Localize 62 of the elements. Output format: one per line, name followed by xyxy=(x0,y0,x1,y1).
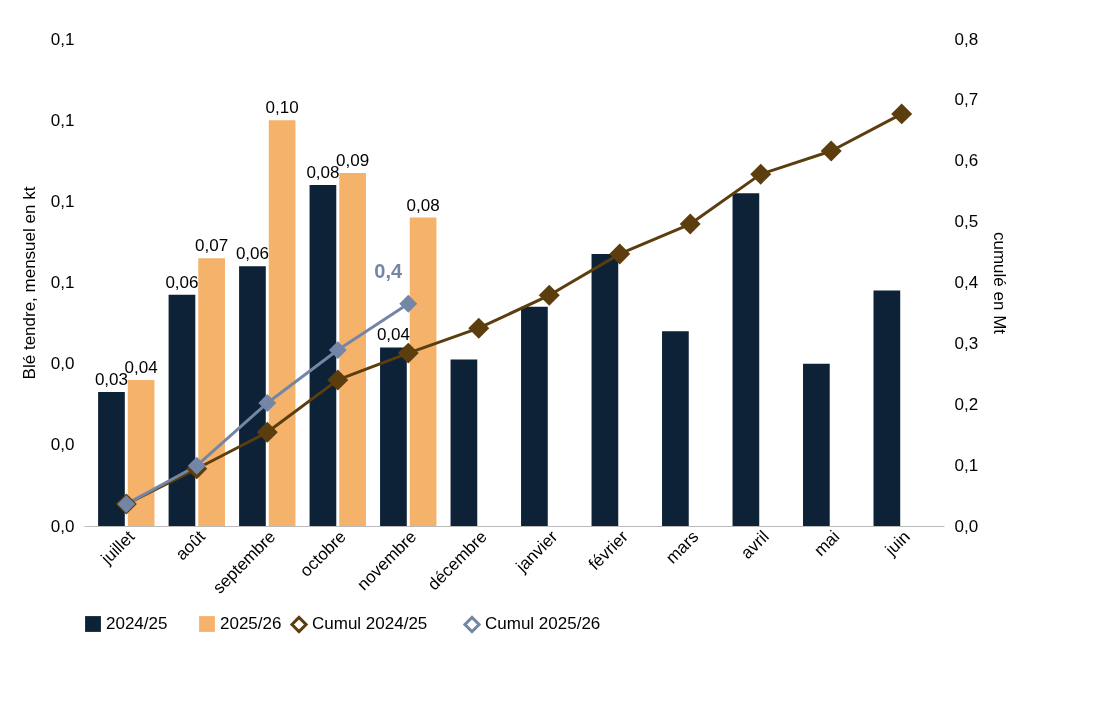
data-label: 0,4 xyxy=(374,259,404,282)
point xyxy=(750,163,772,185)
bar xyxy=(239,266,266,526)
point xyxy=(258,394,277,412)
y-tick-label: 0,0 xyxy=(50,435,75,455)
y2-tick-label: 0,8 xyxy=(954,29,979,49)
legend-label: Cumul 2025/26 xyxy=(485,614,601,634)
bar xyxy=(803,363,830,526)
bar xyxy=(591,254,619,526)
x-tick-label: juin xyxy=(880,527,914,560)
point xyxy=(399,294,418,313)
data-label: 0,10 xyxy=(265,98,299,118)
bar xyxy=(380,347,407,526)
y-tick-label: 0,1 xyxy=(50,191,75,211)
y2-tick-label: 0,4 xyxy=(954,273,979,292)
y2-axis-title: cumulé en Mt xyxy=(990,231,1010,335)
data-label: 0,07 xyxy=(195,236,229,256)
point xyxy=(609,243,631,265)
legend-label: 2024/25 xyxy=(106,614,168,633)
bar xyxy=(339,172,366,526)
data-label: 0,04 xyxy=(376,325,410,345)
point xyxy=(187,456,206,475)
bar xyxy=(198,258,225,526)
bar xyxy=(309,185,337,526)
point xyxy=(538,284,560,306)
y-axis-title: Blé tendre, mensuel en kt xyxy=(19,186,39,380)
y-tick-label: 0,1 xyxy=(50,29,75,49)
legend-label: 2025/26 xyxy=(220,614,282,633)
point xyxy=(820,140,842,162)
bar xyxy=(873,290,901,526)
bar xyxy=(98,392,125,526)
point xyxy=(327,369,349,391)
legend-label: Cumul 2024/25 xyxy=(312,614,428,634)
bar xyxy=(168,294,196,526)
point xyxy=(891,103,913,125)
y2-tick-label: 0,0 xyxy=(954,516,979,536)
y2-tick-label: 0,6 xyxy=(954,151,979,171)
bar xyxy=(450,359,478,526)
y-tick-label: 0,0 xyxy=(50,516,75,536)
x-tick-label: mai xyxy=(810,527,844,560)
data-label: 0,06 xyxy=(165,272,199,292)
y2-tick-label: 0,5 xyxy=(954,212,979,232)
point xyxy=(256,421,278,443)
point xyxy=(468,317,490,339)
bar xyxy=(409,217,437,526)
bar xyxy=(662,331,689,526)
data-label: 0,08 xyxy=(406,195,440,215)
bar xyxy=(521,306,548,526)
bar xyxy=(268,120,296,526)
y-tick-label: 0,1 xyxy=(50,273,75,292)
y2-tick-label: 0,7 xyxy=(954,90,979,110)
bar xyxy=(127,379,155,526)
y2-tick-label: 0,2 xyxy=(954,394,979,414)
y-tick-label: 0,1 xyxy=(50,110,75,130)
point xyxy=(679,213,701,235)
y2-tick-label: 0,1 xyxy=(954,455,979,475)
y-tick-label: 0,0 xyxy=(50,354,75,374)
y2-tick-label: 0,3 xyxy=(954,333,979,353)
point xyxy=(397,342,419,364)
point xyxy=(328,341,347,360)
data-label: 0,06 xyxy=(235,244,269,264)
bar xyxy=(732,193,760,526)
